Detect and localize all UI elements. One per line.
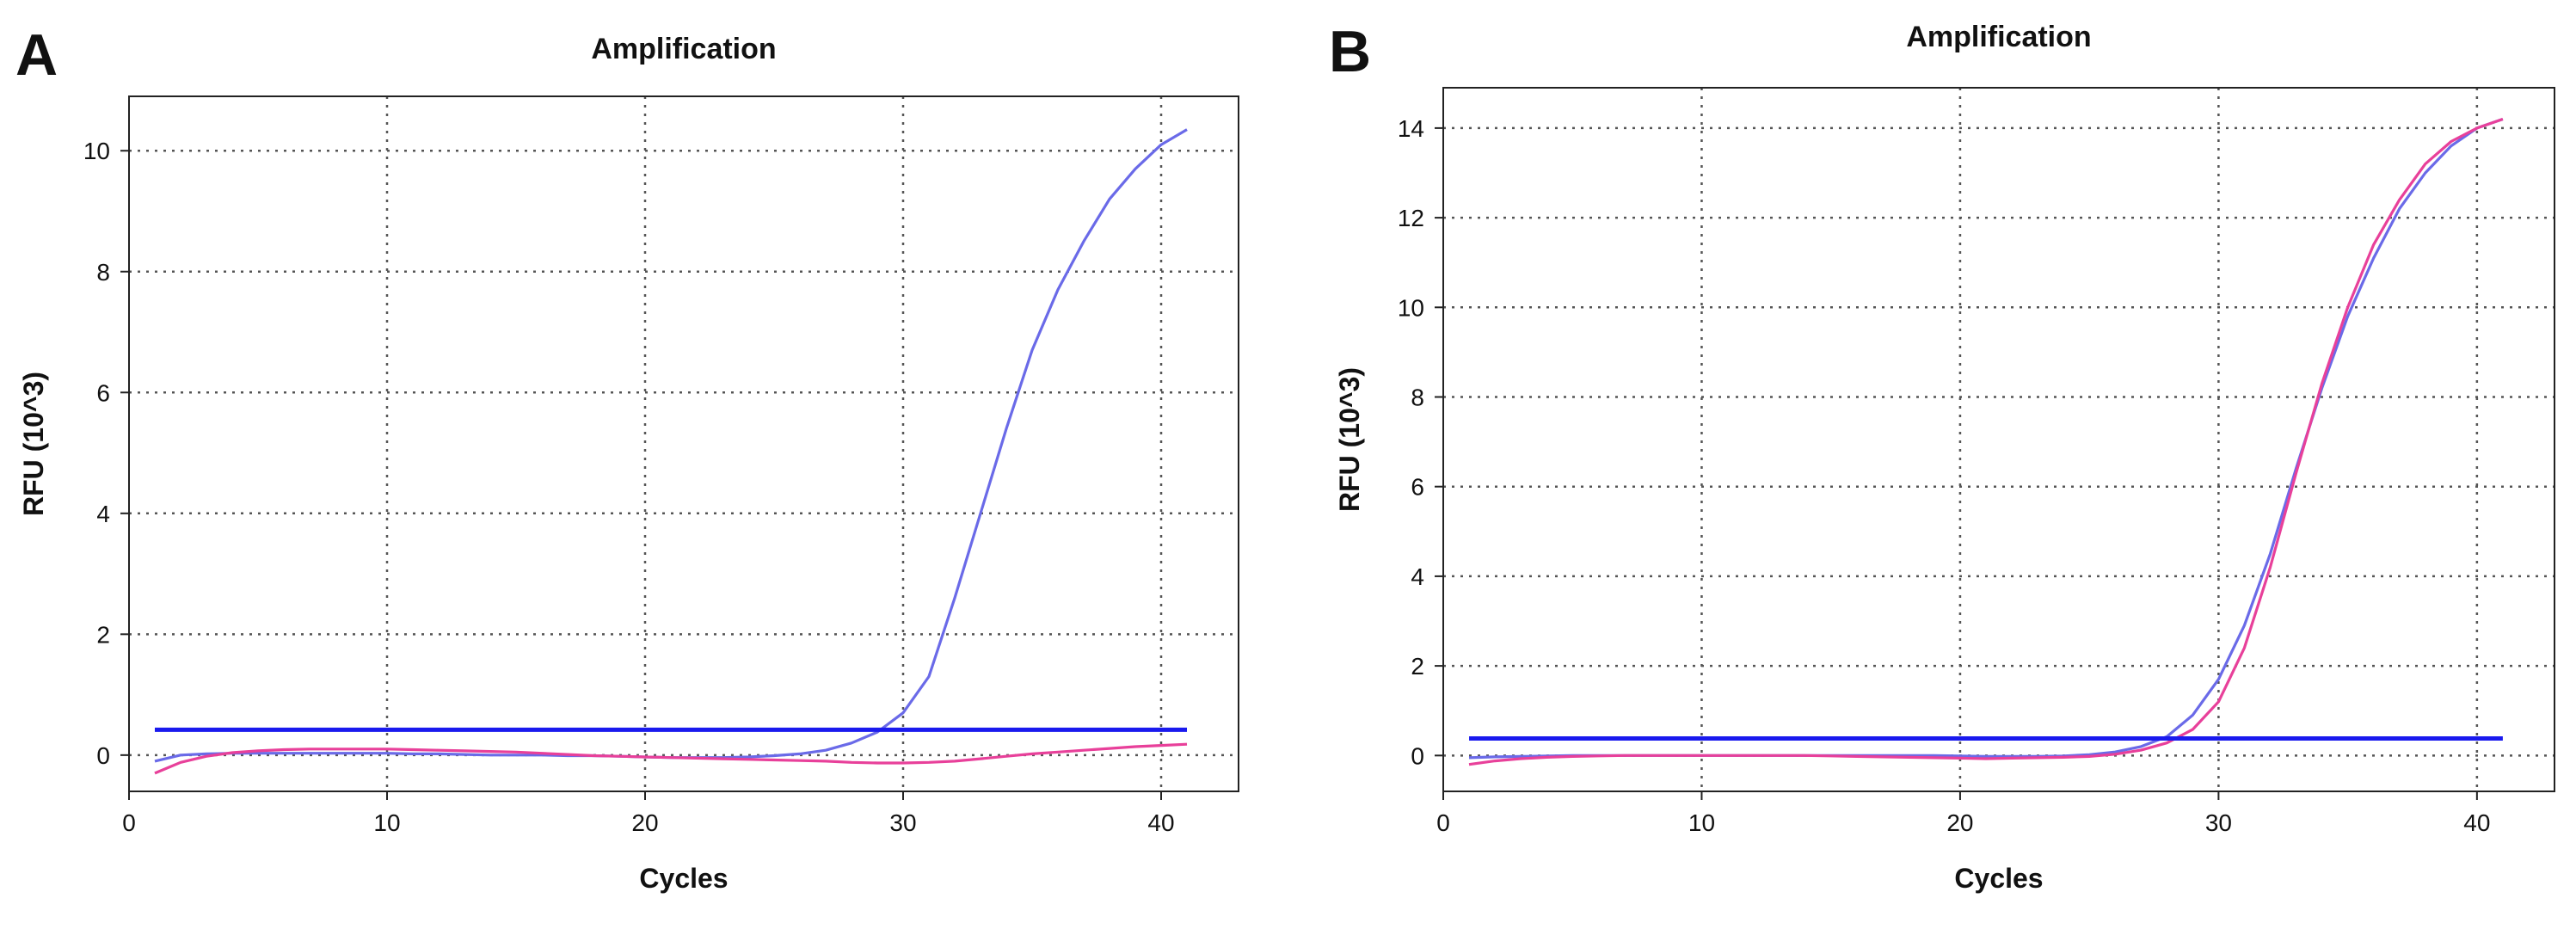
chart-b-xtick-label-30: 30 bbox=[2205, 809, 2232, 836]
chart-b-ytick-label-10: 10 bbox=[1398, 294, 1424, 321]
chart-b-xtick-label-20: 20 bbox=[1946, 809, 1973, 836]
amplification-chart-a: Amplification 0 10 20 30 40 0 2 4 6 8 10 Cycles RFU (… bbox=[18, 33, 1239, 894]
chart-b-plot-frame bbox=[1442, 87, 2555, 792]
chart-b-series-magenta-line bbox=[1468, 117, 2504, 766]
chart-b-x-axis-title: Cycles bbox=[1954, 863, 2043, 894]
chart-b-xtick-label-40: 40 bbox=[2463, 809, 2490, 836]
chart-a-ytick-label-8: 8 bbox=[96, 259, 110, 286]
chart-b-xtick-label-0: 0 bbox=[1436, 809, 1450, 836]
chart-b-ytick-label-0: 0 bbox=[1411, 742, 1424, 769]
panel-label-b: B bbox=[1329, 19, 1372, 84]
chart-b-title: Amplification bbox=[1906, 21, 2091, 53]
chart-b-series-blue-line bbox=[1468, 117, 2504, 760]
chart-a-series-blue-line bbox=[154, 128, 1188, 763]
chart-a-ytick-label-10: 10 bbox=[83, 138, 110, 164]
chart-a-xtick-label-30: 30 bbox=[889, 809, 916, 836]
chart-b-ytick-label-6: 6 bbox=[1411, 474, 1424, 501]
chart-a-x-axis-title: Cycles bbox=[639, 863, 728, 894]
chart-a-xtick-label-10: 10 bbox=[373, 809, 400, 836]
chart-b-xtick-label-10: 10 bbox=[1688, 809, 1715, 836]
chart-a-xtick-label-0: 0 bbox=[122, 809, 136, 836]
chart-b-ytick-label-14: 14 bbox=[1398, 115, 1424, 142]
chart-b-ytick-label-2: 2 bbox=[1411, 653, 1424, 680]
chart-b-ytick-label-8: 8 bbox=[1411, 385, 1424, 411]
chart-a-y-axis-title: RFU (10^3) bbox=[18, 372, 49, 516]
chart-a-xtick-label-40: 40 bbox=[1147, 809, 1174, 836]
chart-a-series-magenta-line bbox=[154, 742, 1188, 775]
chart-a-ytick-label-0: 0 bbox=[96, 742, 110, 769]
chart-a-ytick-label-6: 6 bbox=[96, 379, 110, 406]
chart-a-ytick-label-4: 4 bbox=[96, 501, 110, 527]
chart-a-plot-frame bbox=[128, 95, 1239, 792]
chart-a-title: Amplification bbox=[591, 33, 776, 65]
chart-b-ytick-label-4: 4 bbox=[1411, 563, 1424, 590]
chart-a-ytick-label-2: 2 bbox=[96, 621, 110, 648]
chart-a-xtick-label-20: 20 bbox=[631, 809, 658, 836]
chart-b-y-axis-title: RFU (10^3) bbox=[1334, 367, 1365, 512]
panel-label-a: A bbox=[15, 22, 58, 88]
chart-b-ytick-label-12: 12 bbox=[1398, 205, 1424, 231]
amplification-chart-b: Amplification 0 10 20 30 40 0 2 4 6 8 10 12 14 Cycles R… bbox=[1334, 21, 2555, 894]
